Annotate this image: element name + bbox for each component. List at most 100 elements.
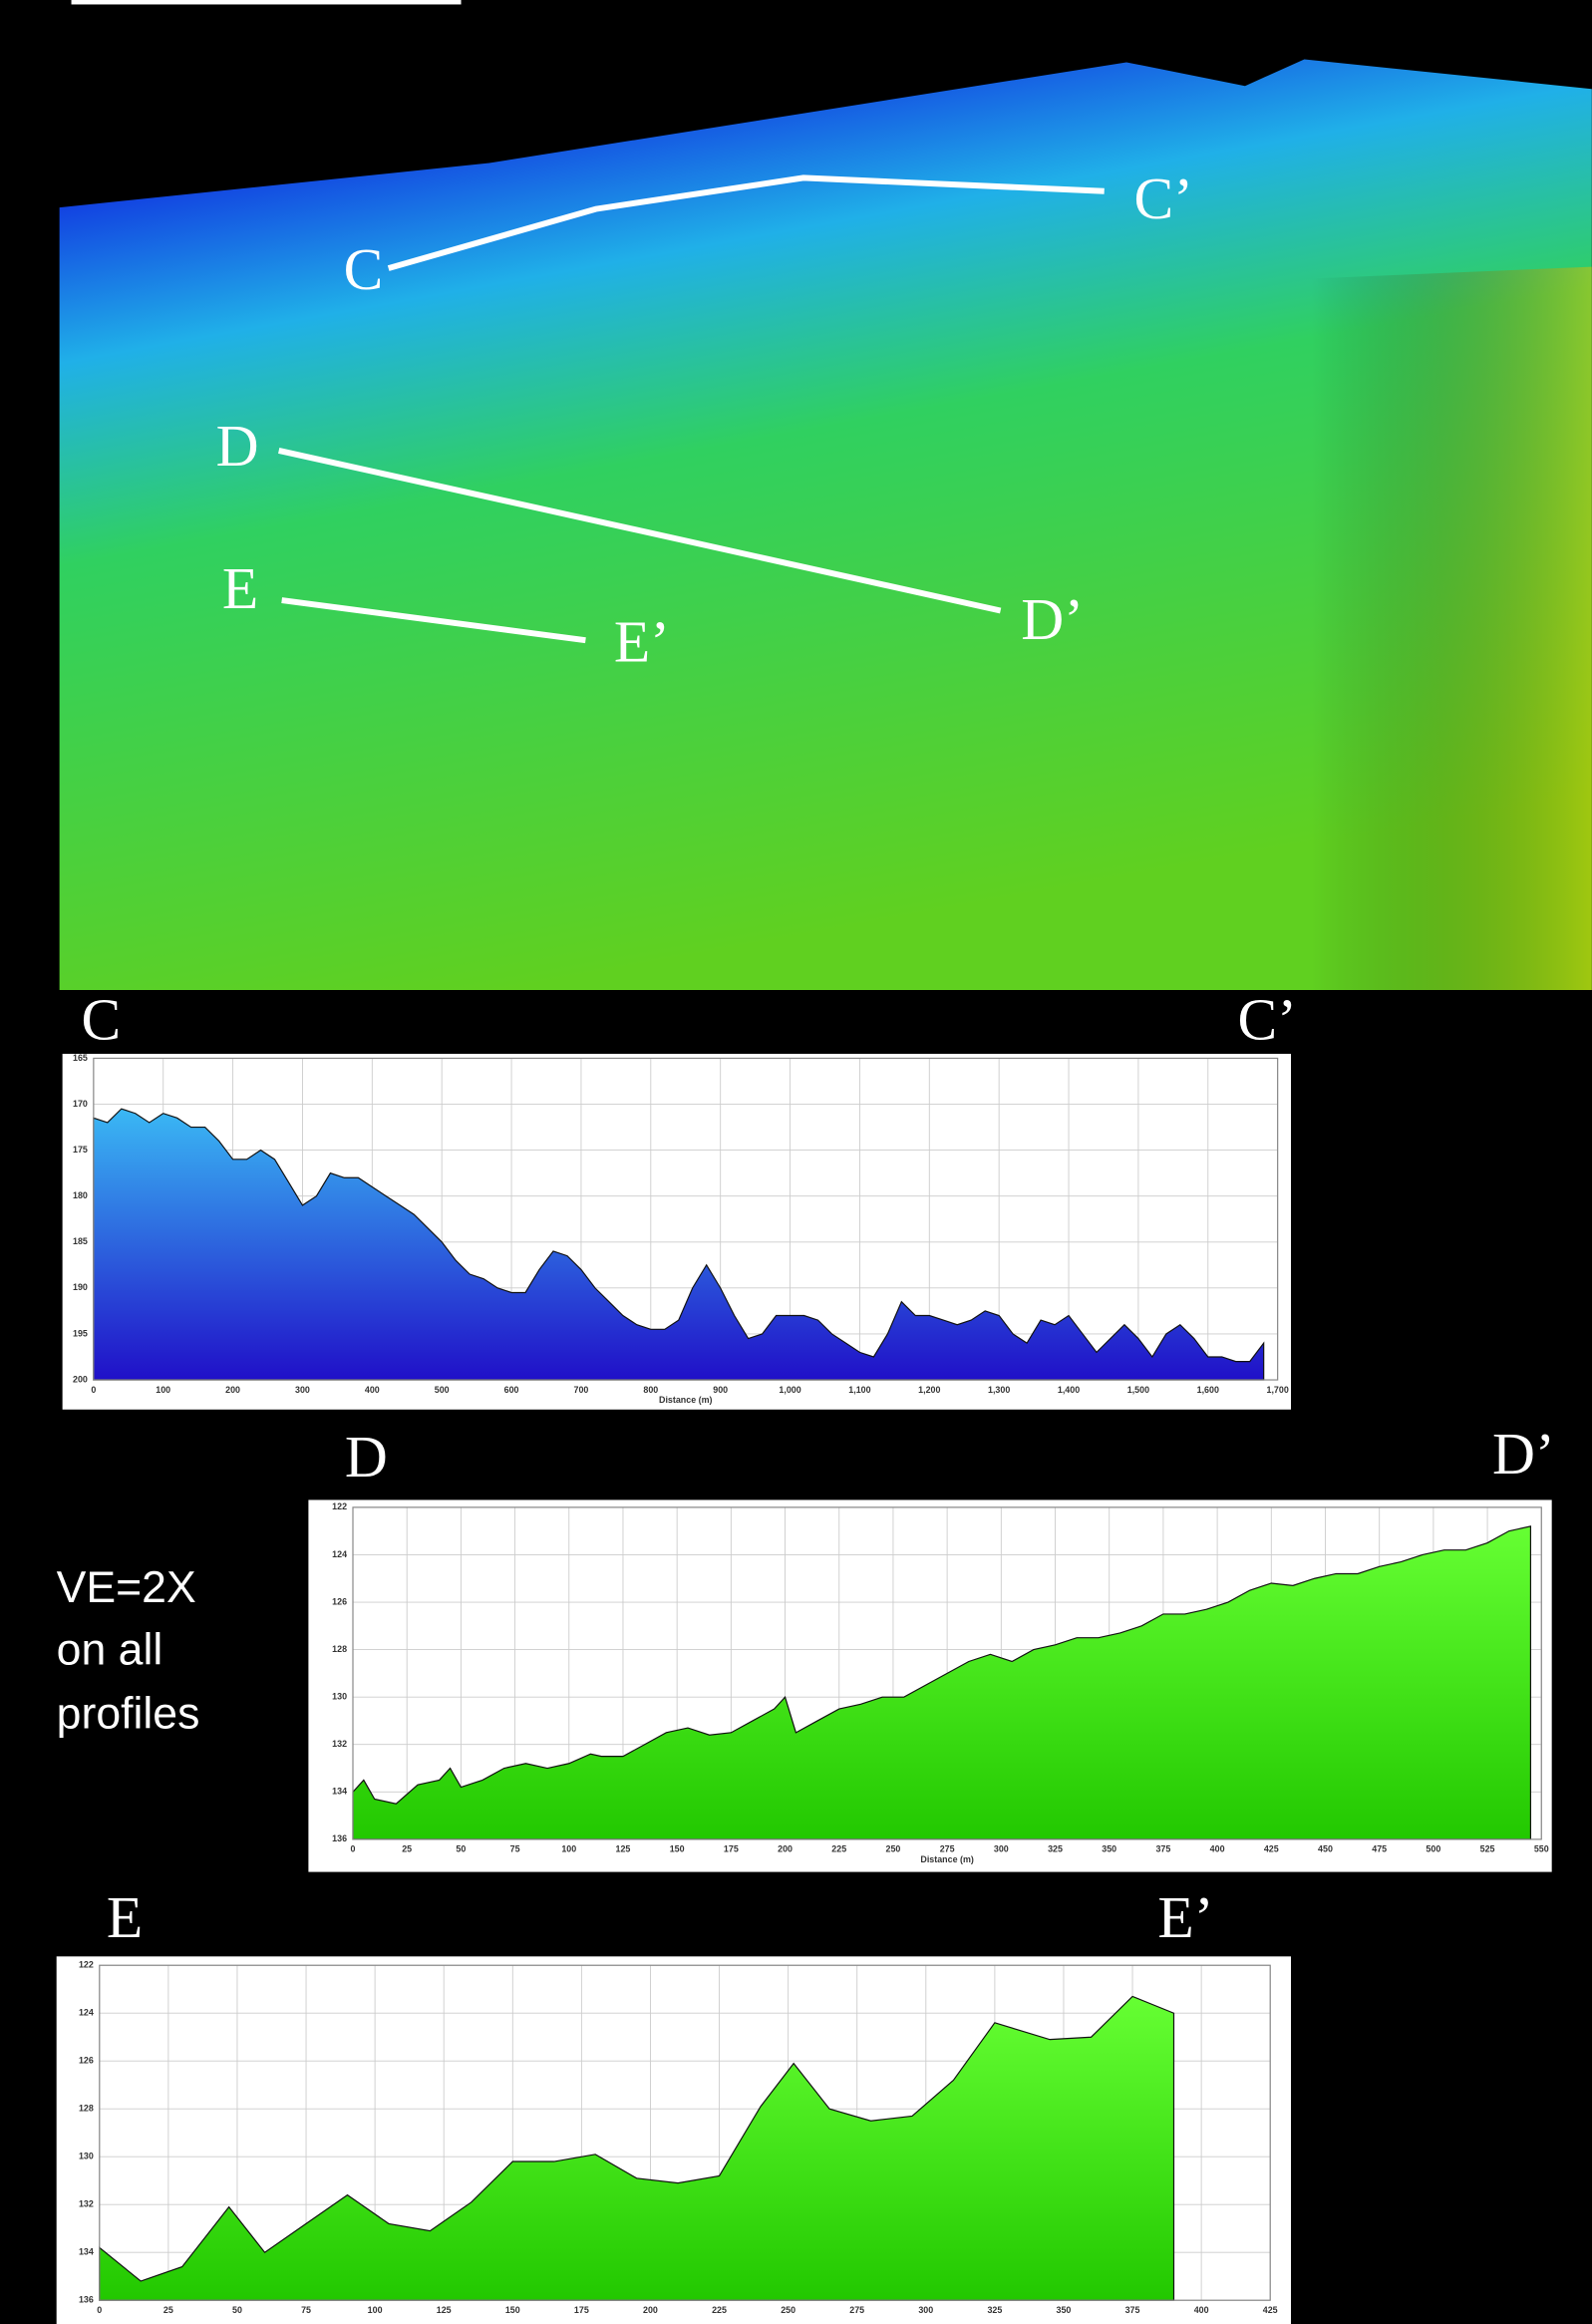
map-shading	[889, 266, 1592, 991]
note: on all	[57, 1625, 163, 1674]
profile-start-label: C	[81, 986, 121, 1052]
y-tick-label: 132	[79, 2199, 94, 2209]
x-tick-label: 1,400	[1058, 1385, 1080, 1395]
x-tick-label: 700	[574, 1385, 589, 1395]
x-tick-label: 400	[365, 1385, 380, 1395]
note: profiles	[57, 1689, 200, 1738]
x-tick-label: 100	[156, 1385, 170, 1395]
x-tick-label: 125	[437, 2305, 452, 2315]
y-tick-label: 128	[79, 2104, 94, 2114]
x-tick-label: 1,300	[988, 1385, 1010, 1395]
x-tick-label: 300	[994, 1844, 1009, 1854]
x-tick-label: 375	[1155, 1844, 1170, 1854]
y-tick-label: 175	[73, 1145, 88, 1155]
y-tick-label: 124	[332, 1549, 347, 1559]
x-tick-label: 275	[849, 2305, 864, 2315]
x-tick-label: 300	[295, 1385, 310, 1395]
y-tick-label: 134	[332, 1787, 347, 1797]
x-tick-label: 225	[831, 1844, 846, 1854]
map-label: C’	[1133, 166, 1192, 231]
x-tick-label: 275	[940, 1844, 955, 1854]
profile-area	[99, 1995, 1175, 2301]
x-tick-label: 350	[1057, 2305, 1072, 2315]
y-tick-label: 190	[73, 1282, 88, 1292]
x-tick-label: 375	[1125, 2305, 1140, 2315]
y-tick-label: 180	[73, 1190, 88, 1200]
x-tick-label: 500	[435, 1385, 450, 1395]
y-tick-label: 132	[332, 1739, 347, 1749]
map-label: E	[222, 555, 258, 621]
y-tick-label: 124	[79, 2008, 94, 2018]
y-tick-label: 126	[79, 2056, 94, 2066]
y-tick-label: 122	[332, 1501, 347, 1511]
y-tick-label: 195	[73, 1328, 88, 1338]
x-tick-label: 0	[351, 1844, 356, 1854]
x-tick-label: 550	[1534, 1844, 1549, 1854]
x-tick-label: 225	[712, 2305, 727, 2315]
x-tick-label: 250	[886, 1844, 901, 1854]
x-tick-label: 500	[1426, 1844, 1440, 1854]
y-tick-label: 165	[73, 1053, 88, 1063]
x-tick-label: 400	[1194, 2305, 1209, 2315]
profile-line	[281, 597, 586, 644]
x-tick-label: 200	[778, 1844, 793, 1854]
x-tick-label: 50	[232, 2305, 242, 2315]
y-tick-label: 185	[73, 1236, 88, 1246]
x-tick-label: 175	[724, 1844, 739, 1854]
y-tick-label: 134	[79, 2247, 94, 2257]
x-tick-label: 1,200	[918, 1385, 940, 1395]
profile-start-label: E	[107, 1884, 143, 1950]
x-tick-label: 1,100	[848, 1385, 870, 1395]
x-tick-label: 325	[987, 2305, 1002, 2315]
y-tick-label: 128	[332, 1644, 347, 1654]
x-tick-label: 200	[225, 1385, 240, 1395]
y-tick-label: 170	[73, 1099, 88, 1109]
x-tick-label: 300	[918, 2305, 933, 2315]
x-tick-label: 1,000	[779, 1385, 800, 1395]
x-axis-label: Distance (m)	[659, 1395, 712, 1405]
x-tick-label: 400	[1210, 1844, 1225, 1854]
x-tick-label: 75	[301, 2305, 311, 2315]
x-tick-label: 0	[97, 2305, 102, 2315]
x-tick-label: 100	[561, 1844, 576, 1854]
map-label: D’	[1021, 586, 1084, 652]
x-tick-label: 150	[505, 2305, 520, 2315]
x-tick-label: 800	[643, 1385, 658, 1395]
y-tick-label: 200	[73, 1374, 88, 1384]
x-tick-label: 475	[1372, 1844, 1387, 1854]
x-tick-label: 450	[1318, 1844, 1333, 1854]
x-tick-label: 250	[781, 2305, 796, 2315]
x-tick-label: 200	[643, 2305, 658, 2315]
map-label: E’	[614, 608, 670, 674]
x-axis-label: Distance (m)	[920, 1854, 973, 1864]
x-tick-label: 0	[91, 1385, 96, 1395]
x-tick-label: 125	[616, 1844, 631, 1854]
plot-frame	[352, 1506, 1542, 1840]
profile-area	[352, 1525, 1532, 1840]
x-tick-label: 1,700	[1266, 1385, 1288, 1395]
x-tick-label: 100	[368, 2305, 383, 2315]
map-label: C	[344, 236, 384, 302]
x-tick-label: 25	[402, 1844, 412, 1854]
profile-end-label: E’	[1157, 1884, 1213, 1950]
y-tick-label: 136	[79, 2295, 94, 2305]
x-tick-label: 75	[510, 1844, 520, 1854]
x-tick-label: 150	[670, 1844, 685, 1854]
x-tick-label: 1,500	[1127, 1385, 1149, 1395]
profile-area	[93, 1108, 1265, 1381]
x-tick-label: 325	[1048, 1844, 1063, 1854]
x-tick-label: 350	[1102, 1844, 1116, 1854]
x-tick-label: 900	[713, 1385, 728, 1395]
note: VE=2X	[57, 1563, 196, 1612]
profile-end-label: C’	[1238, 986, 1297, 1052]
y-tick-label: 130	[79, 2152, 94, 2161]
x-tick-label: 425	[1263, 2305, 1278, 2315]
x-tick-label: 25	[163, 2305, 173, 2315]
y-tick-label: 136	[332, 1833, 347, 1843]
x-tick-label: 525	[1480, 1844, 1495, 1854]
x-tick-label: 175	[574, 2305, 589, 2315]
y-tick-label: 126	[332, 1596, 347, 1606]
plot-frame	[93, 1057, 1279, 1381]
